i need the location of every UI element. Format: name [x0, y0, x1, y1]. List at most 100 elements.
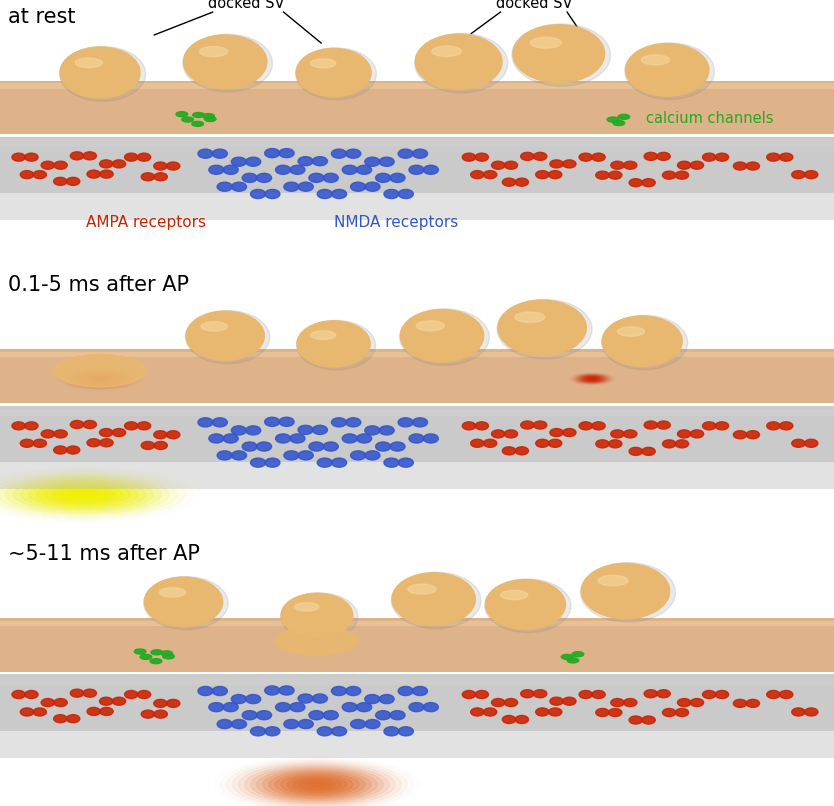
Ellipse shape: [265, 189, 280, 198]
Ellipse shape: [81, 374, 119, 384]
Ellipse shape: [198, 418, 213, 427]
Ellipse shape: [379, 695, 394, 704]
Ellipse shape: [204, 117, 216, 122]
Ellipse shape: [239, 763, 395, 806]
Ellipse shape: [153, 162, 167, 170]
Ellipse shape: [733, 430, 746, 438]
Ellipse shape: [274, 773, 359, 796]
Ellipse shape: [579, 691, 592, 699]
Ellipse shape: [287, 776, 347, 793]
Ellipse shape: [746, 700, 760, 708]
Ellipse shape: [296, 48, 371, 97]
Ellipse shape: [733, 700, 746, 708]
Ellipse shape: [167, 162, 180, 170]
Ellipse shape: [549, 171, 562, 179]
Ellipse shape: [390, 711, 405, 720]
Ellipse shape: [213, 149, 228, 158]
Ellipse shape: [520, 421, 534, 429]
Ellipse shape: [231, 695, 246, 704]
Ellipse shape: [153, 700, 167, 708]
Ellipse shape: [350, 182, 365, 191]
Ellipse shape: [232, 720, 247, 729]
Ellipse shape: [299, 720, 314, 729]
Ellipse shape: [572, 652, 584, 657]
Ellipse shape: [12, 422, 25, 430]
Ellipse shape: [332, 189, 347, 198]
Ellipse shape: [85, 375, 115, 383]
Bar: [0, 462, 834, 489]
Ellipse shape: [629, 179, 642, 187]
Ellipse shape: [144, 577, 223, 626]
Ellipse shape: [475, 691, 489, 699]
Ellipse shape: [662, 708, 676, 717]
Ellipse shape: [213, 687, 228, 696]
Ellipse shape: [99, 429, 113, 437]
Ellipse shape: [313, 426, 328, 434]
Ellipse shape: [475, 153, 489, 161]
Ellipse shape: [5, 476, 162, 513]
Ellipse shape: [424, 165, 439, 174]
Ellipse shape: [313, 694, 328, 703]
Ellipse shape: [250, 458, 265, 467]
Ellipse shape: [299, 779, 335, 789]
Ellipse shape: [279, 418, 294, 426]
Ellipse shape: [140, 654, 152, 659]
Ellipse shape: [138, 422, 151, 430]
Ellipse shape: [217, 182, 232, 191]
Ellipse shape: [70, 421, 83, 429]
Ellipse shape: [311, 783, 323, 786]
Ellipse shape: [20, 439, 33, 447]
Ellipse shape: [485, 580, 565, 629]
Ellipse shape: [83, 152, 97, 160]
Ellipse shape: [610, 161, 624, 169]
Ellipse shape: [54, 355, 146, 387]
Ellipse shape: [384, 458, 399, 467]
Ellipse shape: [579, 153, 592, 161]
Ellipse shape: [691, 699, 704, 707]
Bar: [0, 352, 834, 357]
Ellipse shape: [37, 484, 130, 505]
Ellipse shape: [70, 152, 83, 160]
Ellipse shape: [644, 152, 657, 160]
Ellipse shape: [33, 171, 47, 179]
Ellipse shape: [657, 421, 671, 429]
Ellipse shape: [399, 458, 414, 467]
Ellipse shape: [535, 439, 549, 447]
Ellipse shape: [534, 152, 547, 160]
Ellipse shape: [83, 689, 97, 697]
Ellipse shape: [592, 691, 605, 699]
Ellipse shape: [584, 376, 600, 381]
Ellipse shape: [332, 458, 347, 467]
Ellipse shape: [77, 372, 123, 385]
Ellipse shape: [766, 422, 780, 430]
Ellipse shape: [217, 451, 232, 460]
Bar: [0, 193, 834, 220]
Ellipse shape: [702, 422, 716, 430]
Ellipse shape: [415, 34, 502, 89]
Ellipse shape: [275, 434, 290, 443]
Ellipse shape: [161, 651, 173, 656]
Ellipse shape: [791, 708, 805, 716]
Ellipse shape: [284, 182, 299, 191]
Text: at rest: at rest: [8, 6, 76, 27]
Ellipse shape: [400, 310, 484, 362]
Ellipse shape: [515, 178, 529, 186]
Ellipse shape: [805, 708, 818, 716]
Ellipse shape: [224, 165, 239, 174]
Ellipse shape: [244, 765, 389, 804]
Ellipse shape: [53, 177, 67, 185]
Ellipse shape: [93, 377, 108, 381]
Ellipse shape: [595, 440, 609, 448]
Ellipse shape: [41, 430, 54, 438]
Ellipse shape: [208, 434, 224, 443]
Ellipse shape: [257, 768, 377, 801]
Ellipse shape: [502, 178, 515, 186]
Ellipse shape: [242, 442, 257, 451]
Ellipse shape: [357, 703, 372, 712]
Ellipse shape: [657, 152, 671, 160]
Ellipse shape: [641, 55, 670, 64]
Ellipse shape: [676, 708, 689, 717]
Bar: [0, 409, 834, 416]
Ellipse shape: [100, 170, 113, 178]
Ellipse shape: [766, 153, 780, 161]
